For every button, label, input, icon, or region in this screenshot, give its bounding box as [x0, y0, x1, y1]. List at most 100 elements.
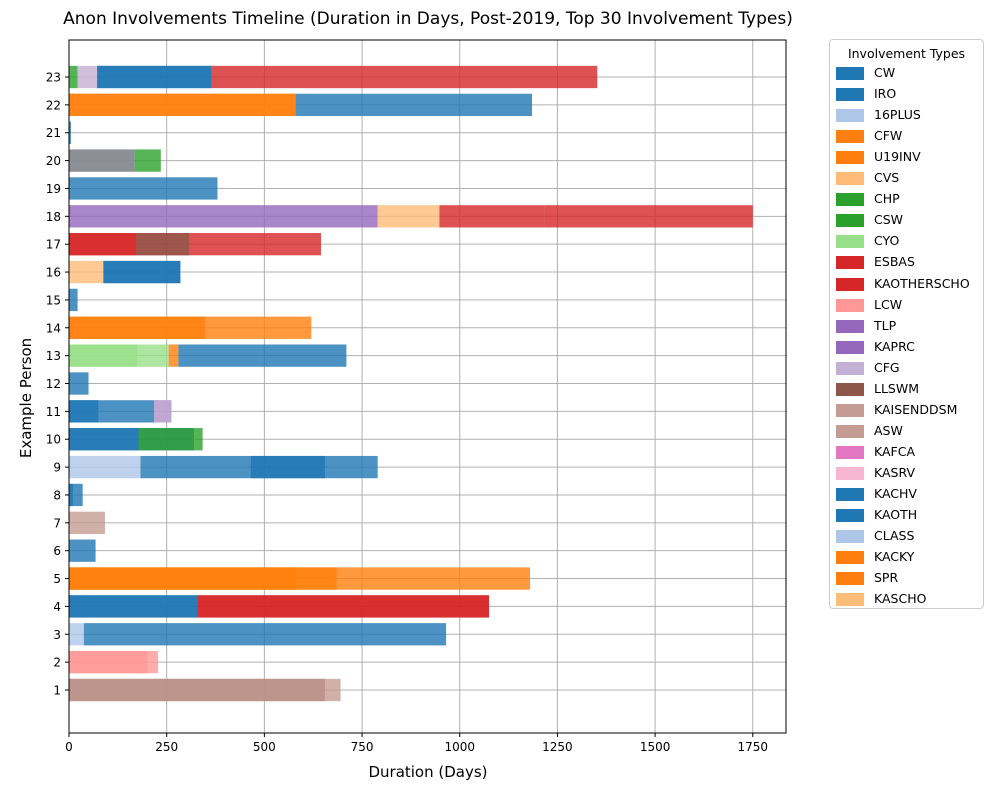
- legend-swatch: [836, 319, 864, 333]
- legend-swatch: [836, 424, 864, 438]
- bar-person-13: [178, 344, 347, 367]
- legend-swatch: [836, 445, 864, 459]
- y-tick-label: 7: [53, 516, 61, 530]
- legend-label: ASW: [874, 422, 903, 438]
- legend-label: CVS: [874, 170, 900, 186]
- bar-person-23: [211, 65, 598, 89]
- bars: [69, 65, 753, 702]
- y-tick-label: 21: [46, 126, 61, 140]
- x-tick-label: 0: [65, 740, 73, 754]
- legend-swatch: [836, 530, 864, 544]
- y-tick-label: 5: [53, 572, 61, 586]
- legend-label: KAOTHERSCHO: [874, 275, 970, 291]
- legend-label: KAFCA: [874, 443, 915, 459]
- legend-label: KACHV: [874, 486, 917, 501]
- x-tick-label: 1500: [640, 740, 671, 754]
- bar-person-22: [69, 93, 296, 117]
- bar-person-5: [69, 567, 531, 590]
- legend-swatch: [836, 488, 864, 501]
- bar-person-9: [250, 455, 378, 479]
- legend-label: 16PLUS: [874, 107, 921, 123]
- legend-swatch: [836, 403, 864, 417]
- legend-label: CYO: [874, 233, 900, 249]
- legend-swatch: [836, 277, 864, 291]
- y-tick-label: 8: [53, 488, 61, 502]
- y-tick-label: 1: [53, 684, 61, 698]
- legend-swatch: [836, 466, 864, 480]
- legend-label: SPR: [874, 570, 899, 586]
- y-tick-label: 3: [53, 628, 61, 642]
- legend-swatch: [836, 67, 864, 80]
- bar-person-4: [197, 595, 490, 618]
- bar-person-13: [69, 344, 169, 367]
- legend-swatch: [836, 361, 864, 375]
- legend-label: KAISENDDSM: [874, 401, 958, 417]
- legend-label: U19INV: [874, 149, 921, 165]
- y-tick-label: 19: [46, 182, 61, 196]
- legend-swatch: [836, 509, 864, 523]
- legend-label: KAOTH: [874, 507, 918, 523]
- bar-person-4: [69, 595, 198, 618]
- x-tick-label: 1250: [542, 740, 573, 754]
- legend-swatch: [836, 151, 864, 165]
- bar-person-16: [69, 260, 104, 284]
- y-tick-label: 11: [46, 405, 61, 419]
- bar-person-14: [204, 316, 312, 339]
- bar-person-3: [83, 623, 447, 646]
- bar-person-7: [69, 511, 105, 534]
- bar-person-20: [144, 149, 161, 172]
- y-tick-label: 9: [53, 461, 61, 475]
- x-tick-label: 1750: [738, 740, 769, 754]
- bar-person-14: [69, 316, 205, 339]
- bar-person-1: [69, 678, 341, 702]
- legend-label: LCW: [874, 296, 903, 312]
- legend-swatch: [836, 172, 864, 186]
- legend-swatch: [836, 214, 864, 228]
- legend-swatch: [836, 382, 864, 396]
- y-tick-label: 10: [46, 433, 61, 447]
- x-tick-label: 500: [253, 740, 276, 754]
- y-tick-label: 20: [46, 154, 61, 168]
- y-tick-label: 6: [53, 544, 61, 558]
- bar-person-13: [168, 344, 179, 367]
- legend-label: ESBAS: [874, 254, 915, 270]
- legend-swatch: [836, 551, 864, 565]
- legend-label: CW: [874, 65, 896, 80]
- bar-person-18: [237, 205, 378, 228]
- legend-label: CFW: [874, 128, 903, 144]
- x-tick-label: 1000: [444, 740, 475, 754]
- legend-swatch: [836, 88, 864, 102]
- legend-label: CFG: [874, 359, 900, 375]
- bar-person-10: [138, 428, 195, 451]
- y-tick-label: 15: [46, 293, 61, 307]
- legend-swatch: [836, 193, 864, 207]
- y-tick-label: 2: [53, 656, 61, 670]
- bar-person-15: [69, 288, 78, 312]
- y-tick-label: 17: [46, 238, 61, 252]
- y-tick-label: 18: [46, 210, 61, 224]
- legend-label: CSW: [874, 212, 904, 228]
- bar-person-8: [69, 483, 83, 507]
- bar-person-11: [69, 400, 155, 423]
- plot-frame: [68, 39, 787, 734]
- legend-swatch: [836, 109, 864, 123]
- legend-label: CLASS: [874, 528, 915, 544]
- bar-person-6: [69, 539, 96, 562]
- y-tick-label: 13: [46, 349, 61, 363]
- bar-person-12: [69, 372, 89, 395]
- legend-swatch: [836, 340, 864, 354]
- legend-label: CHP: [874, 191, 900, 207]
- bar-person-20: [134, 149, 145, 172]
- bar-person-17: [189, 233, 322, 256]
- y-tick-label: 14: [46, 321, 61, 335]
- legend-swatch: [836, 593, 864, 607]
- chart-title: Anon Involvements Timeline (Duration in …: [63, 9, 793, 29]
- legend: Involvement Types CW IRO 16PLUS CFW U19INV CV…: [829, 39, 984, 609]
- legend-swatch: [836, 298, 864, 312]
- bar-person-2: [69, 650, 159, 674]
- x-tick-label: 250: [155, 740, 178, 754]
- bar-person-22: [295, 93, 533, 117]
- bar-person-9: [69, 455, 141, 479]
